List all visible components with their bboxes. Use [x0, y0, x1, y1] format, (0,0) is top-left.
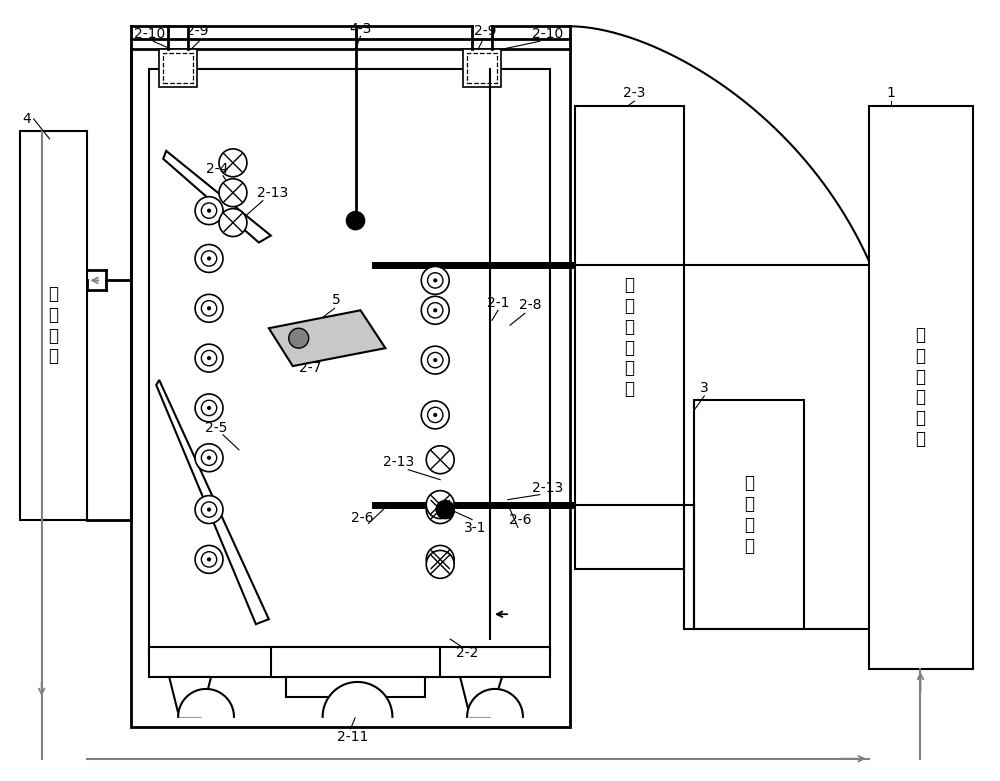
- Circle shape: [201, 203, 217, 219]
- Text: 2-10: 2-10: [134, 27, 165, 41]
- Circle shape: [207, 209, 211, 212]
- Circle shape: [195, 545, 223, 573]
- Polygon shape: [178, 689, 234, 717]
- Circle shape: [201, 502, 217, 517]
- Circle shape: [195, 197, 223, 225]
- Circle shape: [428, 407, 443, 423]
- Circle shape: [207, 406, 211, 410]
- Circle shape: [426, 551, 454, 578]
- Text: 2-1: 2-1: [487, 296, 509, 310]
- Text: 3: 3: [700, 381, 709, 395]
- Circle shape: [433, 308, 437, 312]
- Circle shape: [195, 394, 223, 422]
- Bar: [694, 400, 804, 629]
- Text: 2-3: 2-3: [623, 86, 646, 100]
- Circle shape: [207, 558, 211, 562]
- Circle shape: [201, 351, 217, 366]
- Circle shape: [195, 344, 223, 372]
- Text: 2-13: 2-13: [532, 480, 563, 494]
- Circle shape: [195, 496, 223, 523]
- Bar: [20, 131, 87, 519]
- Circle shape: [433, 358, 437, 362]
- Polygon shape: [169, 677, 211, 717]
- Text: 数
据
控
制
系
统: 数 据 控 制 系 统: [915, 326, 925, 448]
- Circle shape: [219, 209, 247, 237]
- Bar: [463, 49, 501, 87]
- Circle shape: [421, 266, 449, 294]
- Circle shape: [201, 551, 217, 567]
- Circle shape: [207, 508, 211, 512]
- Circle shape: [428, 352, 443, 368]
- Text: 4: 4: [22, 112, 31, 126]
- Text: 2-6: 2-6: [509, 512, 531, 526]
- Circle shape: [428, 302, 443, 318]
- Text: 2-13: 2-13: [383, 455, 414, 469]
- Text: 4-3: 4-3: [349, 23, 372, 36]
- Text: 循
环
系
统: 循 环 系 统: [49, 285, 59, 366]
- Circle shape: [201, 301, 217, 316]
- Polygon shape: [467, 689, 523, 717]
- Text: 2-5: 2-5: [205, 421, 227, 435]
- Circle shape: [426, 496, 454, 523]
- Circle shape: [219, 149, 247, 177]
- Polygon shape: [163, 151, 271, 243]
- Text: 2-6: 2-6: [351, 511, 374, 525]
- Circle shape: [195, 244, 223, 273]
- Circle shape: [207, 455, 211, 460]
- Bar: [131, 49, 570, 727]
- Circle shape: [207, 306, 211, 310]
- Circle shape: [428, 273, 443, 288]
- Text: 2-9: 2-9: [186, 24, 208, 38]
- Circle shape: [219, 179, 247, 207]
- Text: 2-8: 2-8: [519, 298, 541, 312]
- Bar: [286, 677, 425, 697]
- Text: 2-4: 2-4: [206, 162, 228, 176]
- Text: 2-9: 2-9: [474, 24, 496, 38]
- Text: 3-1: 3-1: [464, 520, 486, 534]
- Bar: [159, 49, 197, 87]
- Text: 2-2: 2-2: [456, 646, 478, 660]
- Circle shape: [426, 446, 454, 474]
- Circle shape: [436, 501, 454, 519]
- Circle shape: [426, 545, 454, 573]
- Bar: [163, 53, 193, 83]
- Text: 2-11: 2-11: [337, 729, 368, 744]
- Circle shape: [347, 212, 364, 230]
- Circle shape: [195, 444, 223, 472]
- Polygon shape: [323, 682, 392, 717]
- Circle shape: [421, 296, 449, 324]
- Circle shape: [201, 401, 217, 415]
- Text: 控
温
系
统: 控 温 系 统: [744, 474, 754, 555]
- Bar: [149, 70, 550, 657]
- Circle shape: [289, 328, 309, 348]
- Circle shape: [421, 346, 449, 374]
- Circle shape: [201, 251, 217, 266]
- Bar: [271, 647, 440, 677]
- Circle shape: [433, 278, 437, 283]
- Text: 中
频
交
流
电
源: 中 频 交 流 电 源: [625, 276, 635, 398]
- Bar: [149, 647, 550, 677]
- Text: 2-13: 2-13: [257, 186, 288, 200]
- Bar: [467, 53, 497, 83]
- Polygon shape: [269, 310, 385, 366]
- Text: 1: 1: [886, 86, 895, 100]
- Circle shape: [207, 356, 211, 360]
- Bar: [575, 106, 684, 569]
- Polygon shape: [460, 677, 502, 717]
- Bar: [869, 106, 973, 669]
- Polygon shape: [156, 380, 269, 624]
- Circle shape: [201, 450, 217, 465]
- Text: 2-7: 2-7: [299, 361, 322, 375]
- Circle shape: [207, 256, 211, 261]
- Circle shape: [195, 294, 223, 323]
- Text: 5: 5: [332, 294, 341, 307]
- Circle shape: [426, 490, 454, 519]
- Text: 2-10: 2-10: [532, 27, 563, 41]
- Circle shape: [421, 401, 449, 429]
- Circle shape: [433, 413, 437, 417]
